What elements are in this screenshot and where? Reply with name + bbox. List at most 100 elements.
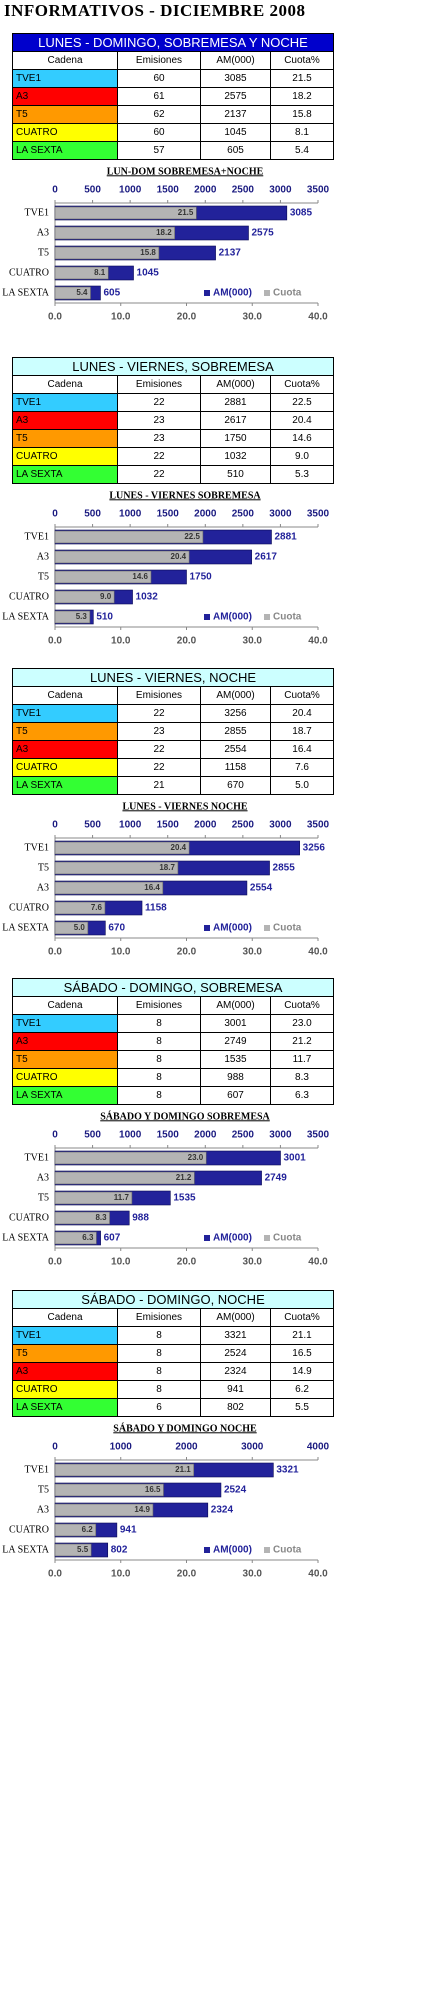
value-label: 1535: [173, 1193, 196, 1204]
category-label: CUATRO: [9, 1212, 49, 1223]
value-label: 9.0: [100, 592, 112, 601]
table-cell: LA SEXTA: [12, 465, 118, 484]
header-cell: AM(000): [200, 51, 271, 70]
value-label: 18.7: [159, 863, 175, 872]
table-cell: 2554: [200, 740, 271, 759]
table-row: A3 61 2575 18.2: [12, 87, 334, 106]
data-table: SÁBADO - DOMINGO, NOCHE Cadena Emisiones AM…: [11, 1290, 335, 1417]
table-cell: 23: [117, 411, 201, 430]
bar: [54, 286, 91, 300]
chart: SÁBADO Y DOMINGO NOCHE 0 1000 2000 3000 4000 0…: [2, 1422, 330, 1580]
value-label: 14.9: [134, 1505, 150, 1514]
value-label: 2575: [251, 228, 274, 239]
table-cell: CUATRO: [12, 1380, 118, 1399]
value-label: 1032: [136, 592, 159, 603]
top-tick-label: 4000: [307, 1442, 330, 1453]
table-cell: A3: [12, 87, 118, 106]
value-label: 5.4: [76, 288, 88, 297]
category-label: LA SEXTA: [2, 922, 49, 933]
value-label: 2324: [211, 1505, 234, 1516]
legend-label: Cuota: [273, 288, 302, 299]
category-label: A3: [37, 551, 49, 562]
value-label: 988: [132, 1213, 149, 1224]
header-cell: Cuota%: [270, 51, 334, 70]
bottom-tick-label: 20.0: [177, 636, 197, 647]
table-cell: TVE1: [12, 1326, 118, 1345]
top-tick-label: 2500: [232, 1130, 255, 1141]
table-title: SÁBADO - DOMINGO, NOCHE: [11, 1290, 335, 1309]
table-cell: 941: [200, 1380, 271, 1399]
header-cell: Cuota%: [269, 1308, 335, 1327]
table-cell: TVE1: [12, 69, 118, 88]
table-title: LUNES - DOMINGO, SOBREMESA Y NOCHE: [12, 33, 334, 52]
data-table: LUNES - VIERNES, NOCHE Cadena Emisiones AM(…: [11, 668, 335, 795]
legend-label: AM(000): [213, 923, 252, 934]
table-cell: 8: [117, 1032, 201, 1051]
header-row: Cadena Emisiones AM(000) Cuota%: [12, 51, 334, 70]
category-label: T5: [38, 862, 49, 873]
table-cell: CUATRO: [12, 1068, 118, 1087]
header-cell: AM(000): [200, 686, 271, 705]
table-cell: 2855: [200, 722, 271, 741]
value-label: 15.8: [140, 248, 156, 257]
table-row: TVE1 22 3256 20.4: [12, 704, 335, 723]
bottom-tick-label: 20.0: [177, 1569, 197, 1580]
bottom-tick-label: 20.0: [177, 312, 197, 323]
value-label: 605: [103, 288, 120, 299]
category-label: TVE1: [25, 842, 49, 853]
bar: [54, 1231, 97, 1245]
value-label: 510: [96, 612, 113, 623]
legend-label: Cuota: [273, 923, 302, 934]
top-tick-label: 1000: [119, 185, 142, 196]
value-label: 16.4: [144, 883, 160, 892]
table-title-row: LUNES - DOMINGO, SOBREMESA Y NOCHE: [12, 33, 334, 52]
table-cell: 21: [117, 776, 201, 795]
category-label: A3: [37, 227, 49, 238]
header-cell: Cadena: [12, 1308, 118, 1327]
bar: [54, 881, 164, 895]
header-cell: Cadena: [12, 686, 118, 705]
table-cell: 2137: [200, 105, 271, 124]
table-cell: 2881: [200, 393, 271, 412]
value-label: 2554: [250, 883, 273, 894]
table-row: CUATRO 22 1158 7.6: [12, 758, 335, 777]
category-label: LA SEXTA: [2, 1544, 49, 1555]
value-label: 21.2: [176, 1173, 192, 1182]
bottom-tick-label: 0.0: [48, 1569, 62, 1580]
table-row: T5 23 1750 14.6: [12, 429, 334, 448]
table-cell: 3321: [200, 1326, 271, 1345]
category-label: T5: [38, 1484, 49, 1495]
table-cell: 5.0: [269, 776, 335, 795]
legend-label: AM(000): [213, 1233, 252, 1244]
value-label: 3256: [303, 843, 326, 854]
legend-label: Cuota: [273, 612, 302, 623]
value-label: 16.5: [145, 1485, 161, 1494]
top-tick-label: 1000: [119, 1130, 142, 1141]
chart-title: LUNES - VIERNES NOCHE: [122, 801, 247, 812]
value-label: 6.3: [82, 1233, 94, 1242]
bottom-tick-label: 30.0: [243, 947, 263, 958]
header-cell: Emisiones: [117, 686, 201, 705]
category-label: A3: [37, 1504, 49, 1515]
table-cell: 22: [117, 447, 201, 466]
bar: [54, 206, 197, 220]
table-cell: 21.1: [269, 1326, 335, 1345]
table-cell: 22: [117, 465, 201, 484]
bar: [54, 841, 190, 855]
top-tick-label: 3000: [269, 1130, 292, 1141]
table-cell: A3: [12, 1362, 118, 1381]
top-tick-label: 1500: [157, 185, 180, 196]
top-tick-label: 3500: [307, 185, 330, 196]
header-cell: Cadena: [12, 375, 118, 394]
category-label: LA SEXTA: [2, 287, 49, 298]
table-cell: 607: [200, 1086, 271, 1105]
table-cell: 605: [200, 141, 271, 160]
top-tick-label: 2500: [232, 820, 255, 831]
value-label: 1750: [190, 572, 213, 583]
top-tick-label: 3000: [269, 185, 292, 196]
header-cell: Cuota%: [270, 375, 334, 394]
table-cell: T5: [12, 1344, 118, 1363]
table-cell: 670: [200, 776, 271, 795]
table-cell: LA SEXTA: [12, 776, 118, 795]
bar: [54, 1523, 97, 1537]
